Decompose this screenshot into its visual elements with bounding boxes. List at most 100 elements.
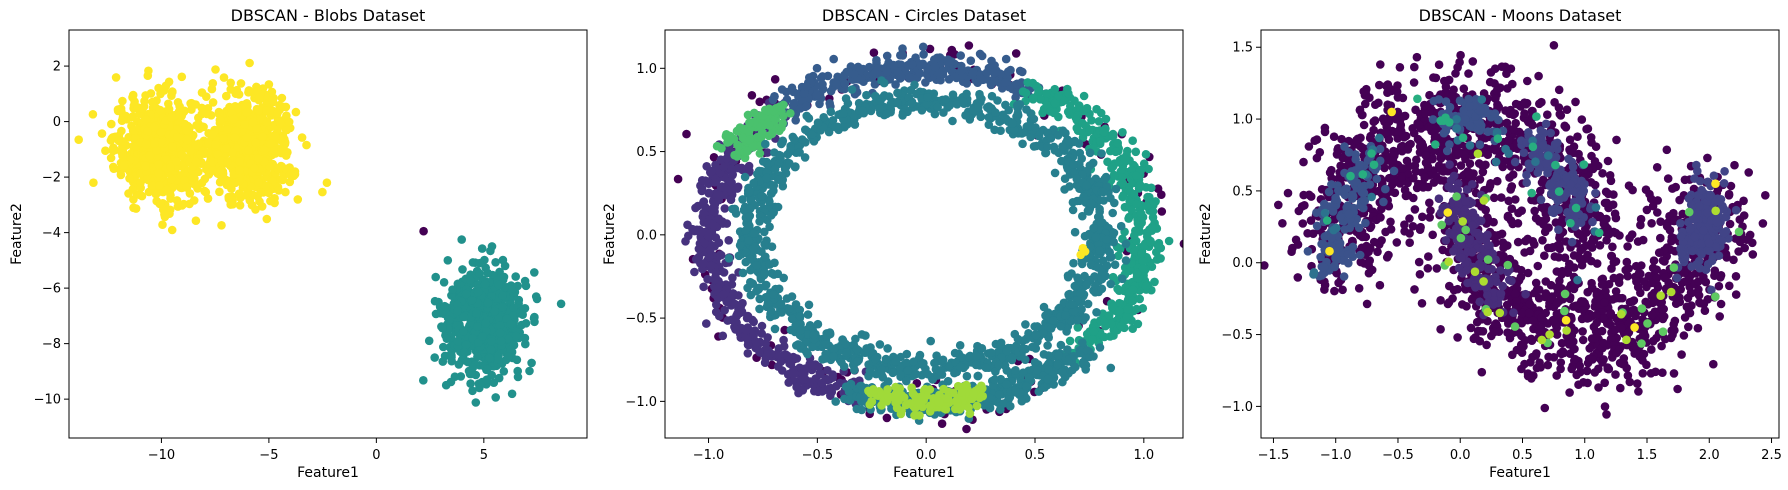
- data-point: [454, 360, 464, 369]
- data-point: [902, 376, 911, 386]
- data-point: [813, 319, 823, 329]
- data-point: [262, 214, 272, 224]
- data-point: [513, 372, 523, 382]
- data-point: [146, 89, 156, 98]
- data-point: [743, 146, 752, 156]
- data-point: [473, 352, 482, 362]
- data-point: [875, 104, 884, 113]
- data-point: [699, 259, 709, 268]
- data-point: [722, 130, 731, 139]
- data-point: [818, 80, 827, 89]
- data-point: [143, 126, 152, 136]
- data-point: [707, 261, 716, 270]
- data-point: [461, 289, 471, 299]
- data-point: [466, 275, 475, 285]
- data-point: [814, 362, 824, 372]
- data-point: [177, 72, 187, 82]
- data-point: [745, 187, 754, 197]
- data-point: [1006, 401, 1015, 411]
- data-point: [1029, 142, 1039, 151]
- data-point: [1018, 87, 1028, 96]
- data-point: [1034, 387, 1044, 396]
- data-point: [740, 172, 750, 182]
- data-point: [1069, 351, 1078, 361]
- data-point: [125, 174, 134, 183]
- y-tick-label: −6: [42, 282, 61, 297]
- data-point: [1001, 54, 1011, 64]
- data-point: [1002, 380, 1011, 389]
- data-point: [898, 51, 908, 60]
- data-point: [1021, 320, 1030, 329]
- data-point: [719, 268, 729, 277]
- data-point: [1018, 139, 1027, 149]
- data-point: [701, 176, 710, 185]
- data-point: [730, 299, 740, 309]
- data-point: [275, 100, 284, 110]
- data-point: [892, 403, 902, 413]
- data-point: [955, 341, 965, 350]
- data-point: [1097, 149, 1106, 158]
- data-point: [710, 275, 719, 285]
- data-point: [1069, 258, 1078, 268]
- data-point: [956, 362, 965, 372]
- data-point: [267, 87, 277, 97]
- data-point: [1133, 319, 1143, 329]
- data-point: [511, 272, 520, 281]
- data-point: [956, 51, 965, 60]
- data-point: [1118, 192, 1127, 202]
- data-point: [1108, 208, 1117, 218]
- data-point: [215, 115, 225, 125]
- data-point: [1106, 279, 1115, 289]
- data-point: [709, 221, 718, 230]
- data-point: [872, 55, 881, 65]
- data-point: [1065, 289, 1074, 299]
- data-point: [720, 305, 729, 315]
- plot-frame: [664, 29, 1184, 439]
- data-point: [959, 97, 968, 107]
- data-point: [741, 226, 751, 235]
- data-point: [119, 161, 129, 170]
- data-point: [431, 272, 441, 282]
- data-point: [744, 135, 754, 145]
- data-point: [457, 235, 467, 244]
- data-point: [717, 144, 726, 153]
- data-point: [281, 187, 290, 197]
- data-point: [172, 132, 182, 142]
- x-axis-label: Feature1: [297, 465, 359, 481]
- data-point: [681, 237, 690, 246]
- data-point: [854, 98, 864, 108]
- data-point: [151, 189, 161, 199]
- data-point: [1017, 78, 1026, 87]
- data-point: [741, 326, 751, 335]
- data-point: [1086, 198, 1096, 208]
- data-point: [915, 69, 925, 78]
- data-point: [763, 106, 772, 116]
- data-point: [862, 344, 871, 353]
- data-point: [1137, 249, 1146, 258]
- data-point: [760, 358, 770, 368]
- data-point: [948, 116, 957, 126]
- data-point: [1031, 331, 1041, 340]
- data-point: [851, 334, 860, 344]
- data-point: [925, 401, 935, 411]
- data-point: [444, 315, 454, 325]
- data-point: [832, 79, 841, 89]
- data-point: [182, 135, 192, 145]
- data-point: [1049, 316, 1058, 325]
- data-point: [733, 309, 742, 318]
- data-point: [478, 332, 488, 341]
- data-point: [1058, 142, 1067, 151]
- data-point: [996, 405, 1005, 414]
- data-point: [107, 134, 117, 143]
- data-point: [521, 319, 531, 328]
- data-point: [1070, 136, 1080, 146]
- data-point: [1121, 256, 1131, 265]
- data-point: [862, 90, 871, 100]
- data-point: [499, 367, 509, 376]
- data-point: [938, 355, 948, 365]
- data-point: [910, 411, 919, 420]
- data-point: [780, 325, 789, 335]
- data-point: [986, 348, 996, 358]
- data-point: [258, 132, 267, 142]
- data-point: [747, 91, 757, 100]
